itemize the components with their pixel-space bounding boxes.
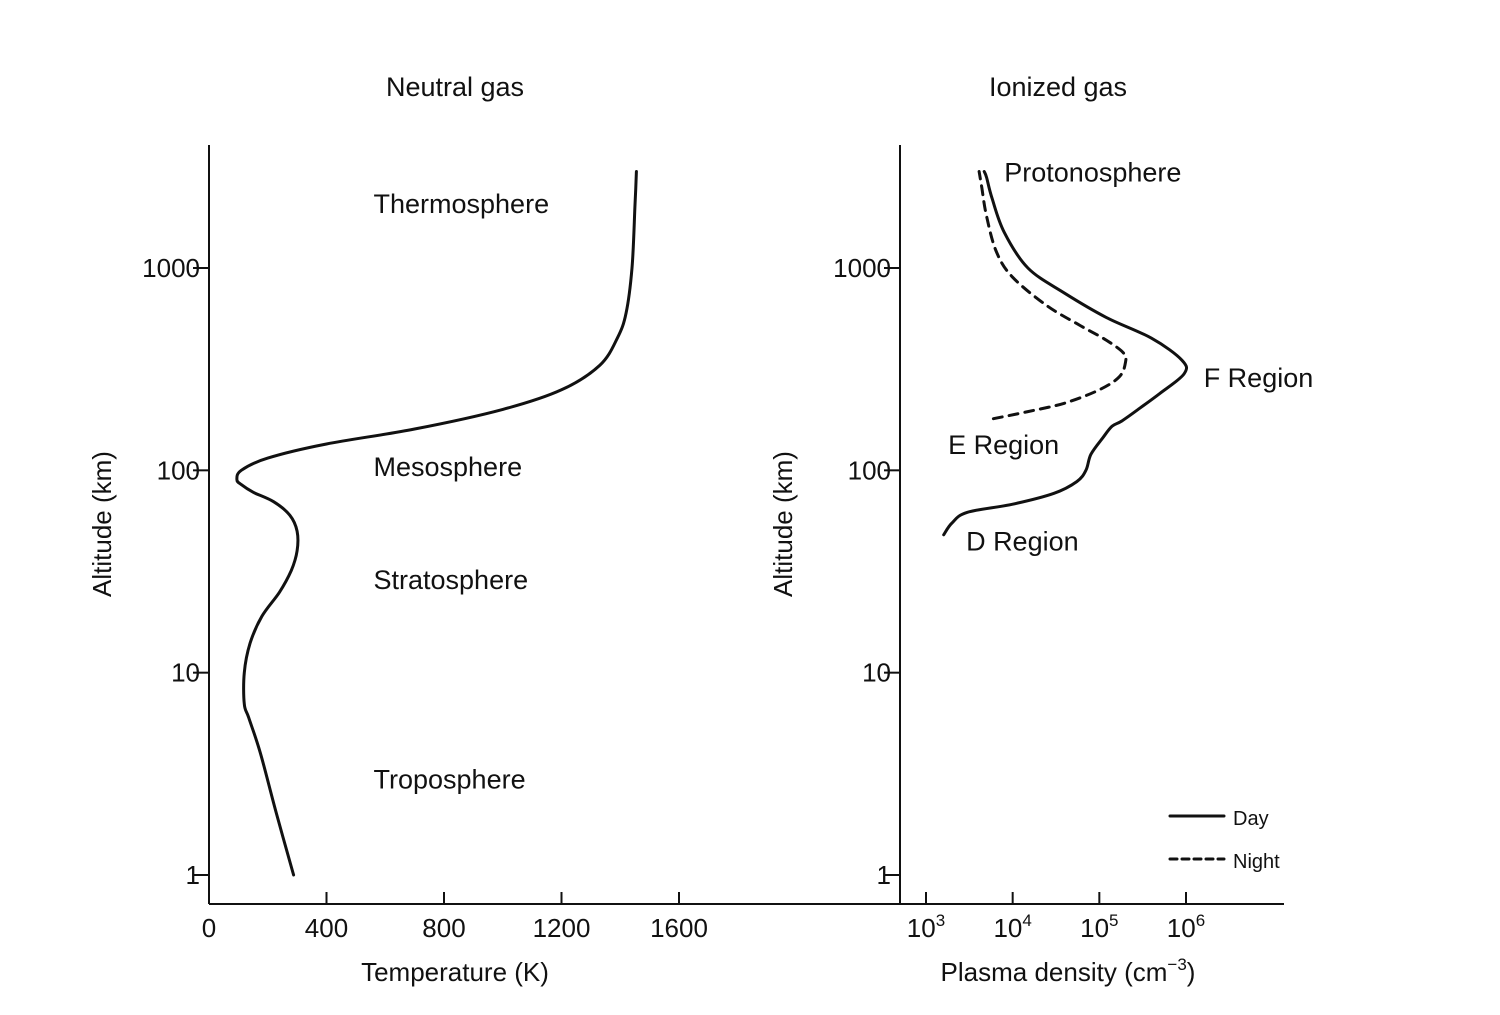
layer-labels: Thermosphere Mesosphere Stratosphere Tropos… [374, 189, 550, 795]
plasma-density-series [942, 170, 1189, 537]
stratosphere-label: Stratosphere [374, 565, 529, 595]
x-tick-label: 800 [422, 913, 465, 943]
right-y-ticks: 1 10 100 1000 [833, 253, 900, 890]
left-x-axis-label: Temperature (K) [361, 957, 549, 987]
y-tick-label: 1000 [833, 253, 891, 283]
thermosphere-label: Thermosphere [374, 189, 550, 219]
ionized-gas-title: Ionized gas [989, 72, 1127, 102]
ionized-gas-panel: Ionized gas 1 10 100 1000 103 104 105 106 Prot… [768, 72, 1313, 987]
x-tick-label: 0 [202, 913, 216, 943]
left-y-ticks: 1 10 100 1000 [142, 253, 209, 890]
y-tick-label: 1 [186, 860, 200, 890]
left-x-ticks: 0 400 800 1200 1600 [202, 892, 708, 943]
legend-day-label: Day [1233, 808, 1269, 830]
right-y-axis-label: Altitude (km) [768, 451, 798, 597]
legend-night-label: Night [1233, 851, 1280, 873]
neutral-gas-title: Neutral gas [386, 72, 524, 102]
legend: Day Night [1168, 808, 1280, 873]
x-tick-label: 1600 [650, 913, 708, 943]
x-tick-label: 105 [1080, 911, 1118, 943]
right-x-ticks: 103 104 105 106 [907, 892, 1205, 943]
e-region-label: E Region [948, 430, 1059, 460]
y-tick-label: 10 [171, 658, 200, 688]
d-region-label: D Region [966, 527, 1079, 557]
temperature-curve [235, 170, 638, 877]
y-tick-label: 1 [877, 860, 891, 890]
protonosphere-label: Protonosphere [1004, 157, 1181, 187]
night-density-curve [977, 170, 1128, 421]
left-y-axis-label: Altitude (km) [87, 451, 117, 597]
x-tick-label: 103 [907, 911, 945, 943]
day-density-curve [942, 170, 1189, 537]
mesosphere-label: Mesosphere [374, 452, 523, 482]
x-tick-label: 106 [1167, 911, 1205, 943]
troposphere-label: Troposphere [374, 764, 526, 794]
y-tick-label: 10 [862, 658, 891, 688]
f-region-label: F Region [1204, 363, 1314, 393]
x-tick-label: 1200 [533, 913, 591, 943]
neutral-gas-panel: Neutral gas 1 10 100 1000 0 400 800 1200 1600 T… [87, 72, 903, 987]
temperature-series [235, 170, 638, 877]
x-tick-label: 104 [993, 911, 1031, 943]
y-tick-label: 100 [848, 455, 891, 485]
right-x-axis-label: Plasma density (cm−3) [941, 955, 1196, 987]
x-tick-label: 400 [305, 913, 348, 943]
y-tick-label: 100 [157, 455, 200, 485]
region-labels: Protonosphere F Region E Region D Region [948, 157, 1313, 556]
y-tick-label: 1000 [142, 253, 200, 283]
